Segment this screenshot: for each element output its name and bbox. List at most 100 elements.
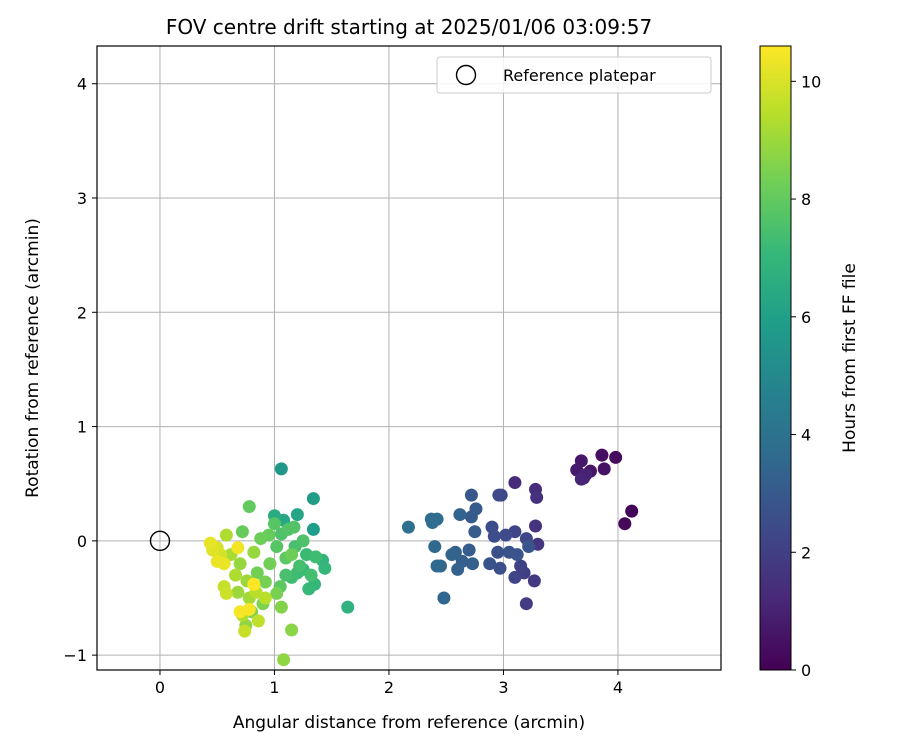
data-point bbox=[499, 528, 513, 542]
data-point bbox=[306, 522, 320, 536]
y-tick-label: 4 bbox=[77, 75, 87, 94]
y-axis-label: Rotation from reference (arcmin) bbox=[23, 218, 43, 498]
y-axis-ticks: −1 0 1 2 3 4 bbox=[63, 75, 97, 665]
data-point bbox=[254, 532, 268, 546]
colorbar-tick-label: 6 bbox=[801, 308, 811, 327]
data-point bbox=[270, 540, 284, 554]
data-point bbox=[277, 653, 291, 667]
data-point bbox=[491, 545, 505, 559]
data-point bbox=[274, 462, 288, 476]
reference-marker bbox=[149, 530, 171, 552]
reference-platepar-marker bbox=[149, 530, 171, 552]
data-point bbox=[519, 597, 533, 611]
y-tick-label: 1 bbox=[77, 418, 87, 437]
data-point bbox=[304, 568, 318, 582]
data-point bbox=[242, 602, 256, 616]
data-point bbox=[238, 624, 252, 638]
data-point bbox=[492, 488, 506, 502]
data-point bbox=[293, 559, 307, 573]
data-point bbox=[595, 448, 609, 462]
data-point bbox=[430, 559, 444, 573]
x-tick-label: 1 bbox=[269, 678, 279, 697]
data-point bbox=[609, 450, 623, 464]
data-point bbox=[514, 559, 528, 573]
data-point bbox=[341, 600, 355, 614]
data-point bbox=[296, 534, 310, 548]
data-point bbox=[318, 561, 332, 575]
x-tick-label: 3 bbox=[498, 678, 508, 697]
data-point bbox=[464, 510, 478, 524]
data-point bbox=[267, 517, 281, 531]
data-point bbox=[279, 568, 293, 582]
y-tick-label: 0 bbox=[77, 532, 87, 551]
data-point bbox=[445, 548, 459, 562]
data-point bbox=[231, 541, 245, 555]
data-point bbox=[508, 476, 522, 490]
colorbar-ticks: 0 2 4 6 8 10 bbox=[791, 72, 821, 680]
data-point bbox=[258, 591, 272, 605]
colorbar-tick-label: 8 bbox=[801, 190, 811, 209]
x-axis-ticks: 0 1 2 3 4 bbox=[155, 670, 623, 697]
colorbar-tick-label: 4 bbox=[801, 426, 811, 445]
data-point bbox=[425, 516, 439, 530]
data-points bbox=[203, 448, 639, 667]
data-point bbox=[309, 550, 323, 564]
data-point bbox=[487, 529, 501, 543]
data-point bbox=[597, 462, 611, 476]
data-point bbox=[464, 488, 478, 502]
colorbar-tick-label: 10 bbox=[801, 72, 821, 91]
data-point bbox=[290, 508, 304, 522]
data-point bbox=[625, 504, 639, 518]
x-tick-label: 2 bbox=[384, 678, 394, 697]
data-point bbox=[462, 543, 476, 557]
data-point bbox=[285, 548, 299, 562]
data-point bbox=[437, 591, 451, 605]
legend-marker-icon bbox=[455, 64, 477, 86]
data-point bbox=[522, 540, 536, 554]
data-point bbox=[270, 586, 284, 600]
data-point bbox=[302, 582, 316, 596]
data-point bbox=[574, 472, 588, 486]
data-point bbox=[235, 525, 249, 539]
data-point bbox=[483, 557, 497, 571]
y-tick-label: −1 bbox=[63, 646, 87, 665]
y-tick-label: 2 bbox=[77, 303, 87, 322]
data-point bbox=[508, 570, 522, 584]
data-point bbox=[263, 557, 277, 571]
data-point bbox=[251, 614, 265, 628]
data-point bbox=[401, 520, 415, 534]
data-point bbox=[527, 574, 541, 588]
x-tick-label: 0 bbox=[155, 678, 165, 697]
colorbar-tick-label: 0 bbox=[801, 661, 811, 680]
legend-label: Reference platepar bbox=[503, 66, 656, 85]
data-point bbox=[451, 562, 465, 576]
data-point bbox=[219, 528, 233, 542]
chart-title: FOV centre drift starting at 2025/01/06 … bbox=[166, 15, 652, 39]
data-point bbox=[229, 568, 243, 582]
data-point bbox=[529, 519, 543, 533]
x-tick-label: 4 bbox=[613, 678, 623, 697]
grid bbox=[97, 46, 721, 670]
data-point bbox=[250, 566, 264, 580]
data-point bbox=[493, 561, 507, 575]
data-point bbox=[468, 525, 482, 539]
data-point bbox=[247, 545, 261, 559]
data-point bbox=[217, 557, 231, 571]
colorbar-gradient bbox=[759, 45, 792, 671]
y-tick-label: 3 bbox=[77, 189, 87, 208]
data-point bbox=[231, 585, 245, 599]
colorbar: 0 2 4 6 8 10 Hours from first FF file bbox=[759, 45, 860, 680]
data-point bbox=[287, 520, 301, 534]
data-point bbox=[233, 557, 247, 571]
data-point bbox=[530, 490, 544, 504]
plot-area-frame bbox=[96, 45, 722, 671]
data-point bbox=[274, 600, 288, 614]
data-point bbox=[203, 536, 217, 550]
data-point bbox=[285, 623, 299, 637]
data-point bbox=[219, 586, 233, 600]
colorbar-label: Hours from first FF file bbox=[840, 263, 860, 453]
data-point bbox=[466, 557, 480, 571]
data-point bbox=[618, 517, 632, 531]
data-point bbox=[510, 548, 524, 562]
